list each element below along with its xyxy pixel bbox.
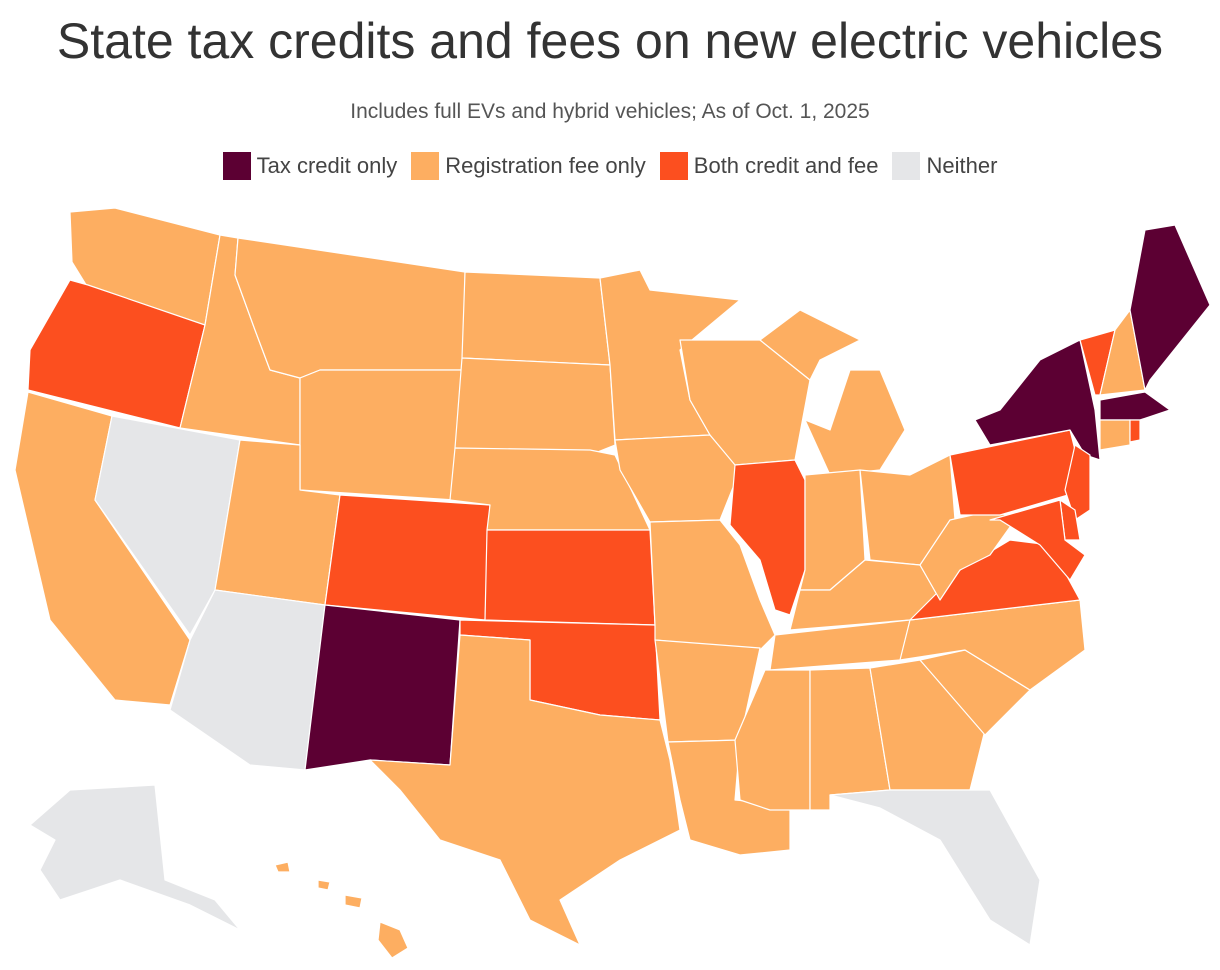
state	[29, 784, 241, 931]
legend-label: Neither	[926, 153, 998, 178]
state	[974, 339, 1101, 461]
state	[377, 921, 409, 959]
state	[461, 271, 611, 366]
state	[94, 415, 241, 636]
legend-item: Neither	[892, 152, 997, 180]
legend-swatch	[411, 152, 440, 180]
state	[304, 604, 461, 771]
state	[1129, 224, 1211, 391]
legend-swatch	[659, 152, 688, 180]
state	[484, 529, 656, 626]
state	[344, 894, 363, 909]
legend-item: Tax credit only	[222, 152, 398, 180]
state	[1129, 419, 1141, 443]
state	[454, 357, 616, 456]
title: State tax credits and fees on new electr…	[56, 13, 1164, 69]
legend: Tax credit only Registration fee only Both…	[0, 152, 1220, 180]
state	[729, 459, 806, 616]
state	[324, 494, 491, 621]
state	[759, 309, 861, 381]
legend-item: Both credit and fee	[659, 152, 879, 180]
state	[299, 369, 466, 501]
state	[234, 237, 466, 379]
state	[949, 429, 1086, 516]
state	[989, 499, 1086, 581]
state	[804, 369, 906, 476]
state	[1099, 419, 1131, 451]
legend-swatch	[892, 152, 921, 180]
state	[599, 269, 741, 441]
state	[919, 509, 1016, 601]
legend-item: Registration fee only	[411, 152, 646, 180]
subtitle: Includes full EVs and hybrid vehicles; A…	[350, 100, 870, 123]
state	[317, 879, 331, 891]
state	[1099, 391, 1171, 421]
state	[369, 634, 681, 946]
state	[869, 659, 986, 791]
legend-label: Registration fee only	[445, 153, 646, 178]
legend-swatch	[222, 152, 251, 180]
state	[1064, 444, 1091, 521]
state	[274, 861, 291, 873]
legend-label: Tax credit only	[256, 153, 398, 178]
state	[829, 789, 1041, 946]
legend-label: Both credit and fee	[693, 153, 879, 178]
